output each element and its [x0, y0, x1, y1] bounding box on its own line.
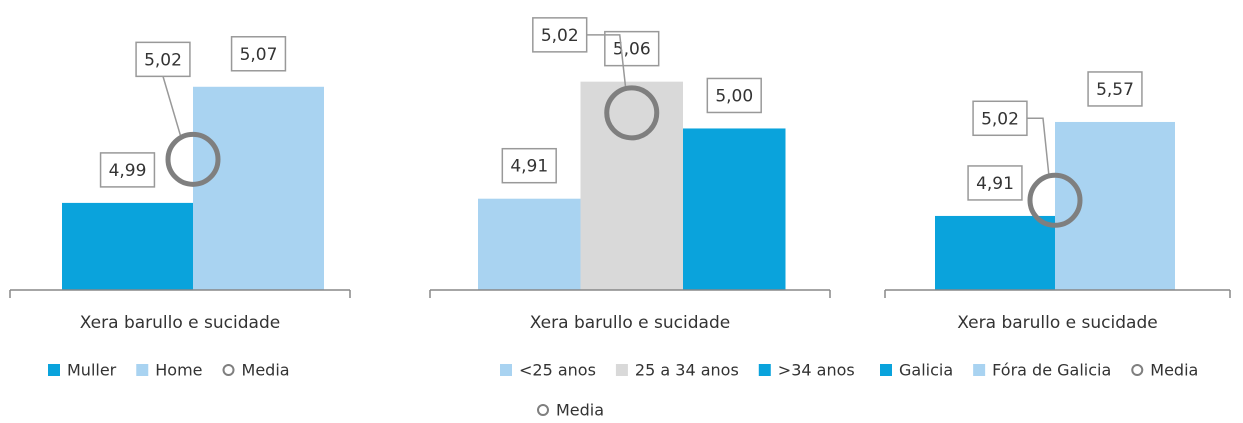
data-label-box [1087, 71, 1143, 107]
legend-label: Muller [67, 361, 117, 380]
bar [62, 202, 193, 290]
data-label-box [230, 36, 287, 72]
legend-marker [537, 404, 549, 416]
data-label: 5,00 [715, 86, 753, 106]
x-tick-label: Xera barullo e sucidade [530, 313, 730, 333]
data-label: 5,57 [1096, 80, 1134, 100]
legend-label: Fóra de Galicia [992, 361, 1111, 380]
data-label-box [706, 77, 762, 114]
legend-marker [500, 364, 512, 376]
x-tick-label: Xera barullo e sucidade [80, 313, 280, 333]
data-label: 5,02 [541, 26, 579, 46]
legend-marker [48, 364, 60, 376]
legend-marker [615, 364, 628, 376]
media-marker [604, 85, 660, 141]
legend-label: 25 a 34 anos [635, 361, 739, 380]
legend-marker [758, 364, 771, 376]
legend-marker [973, 364, 986, 376]
media-marker [1027, 172, 1083, 228]
bar [478, 198, 581, 290]
bar [193, 86, 324, 290]
data-label: 5,06 [613, 40, 651, 60]
legend-label: >34 anos [778, 361, 855, 380]
x-tick-label: Xera barullo e sucidade [957, 313, 1157, 333]
legend-marker [880, 364, 892, 376]
legend-label: Media [242, 361, 290, 380]
data-label: 5,07 [240, 45, 278, 65]
data-label-box [604, 30, 660, 67]
bar [1055, 121, 1175, 290]
data-label: 4,99 [109, 161, 147, 181]
legend-marker [222, 364, 235, 376]
legend-label: <25 anos [519, 361, 596, 380]
data-label: 5,02 [981, 109, 1019, 129]
bar [683, 128, 786, 290]
data-label-box [501, 147, 557, 184]
data-label-box [967, 165, 1023, 201]
data-label-box [532, 17, 588, 53]
bar [935, 215, 1055, 290]
data-label-box [135, 41, 191, 78]
media-marker [165, 131, 221, 187]
data-label-box [972, 100, 1028, 137]
legend-marker [136, 364, 149, 376]
data-label-box [99, 152, 156, 188]
legend-label: Home [155, 361, 202, 380]
bar [580, 81, 683, 290]
data-label: 4,91 [976, 174, 1014, 194]
data-label: 4,91 [510, 157, 548, 177]
legend-label: Media [556, 401, 604, 420]
data-label: 5,02 [144, 50, 182, 70]
leader-line [162, 76, 182, 138]
legend-label: Galicia [899, 361, 953, 380]
legend-marker [1131, 364, 1144, 376]
legend-label: Media [1150, 361, 1198, 380]
